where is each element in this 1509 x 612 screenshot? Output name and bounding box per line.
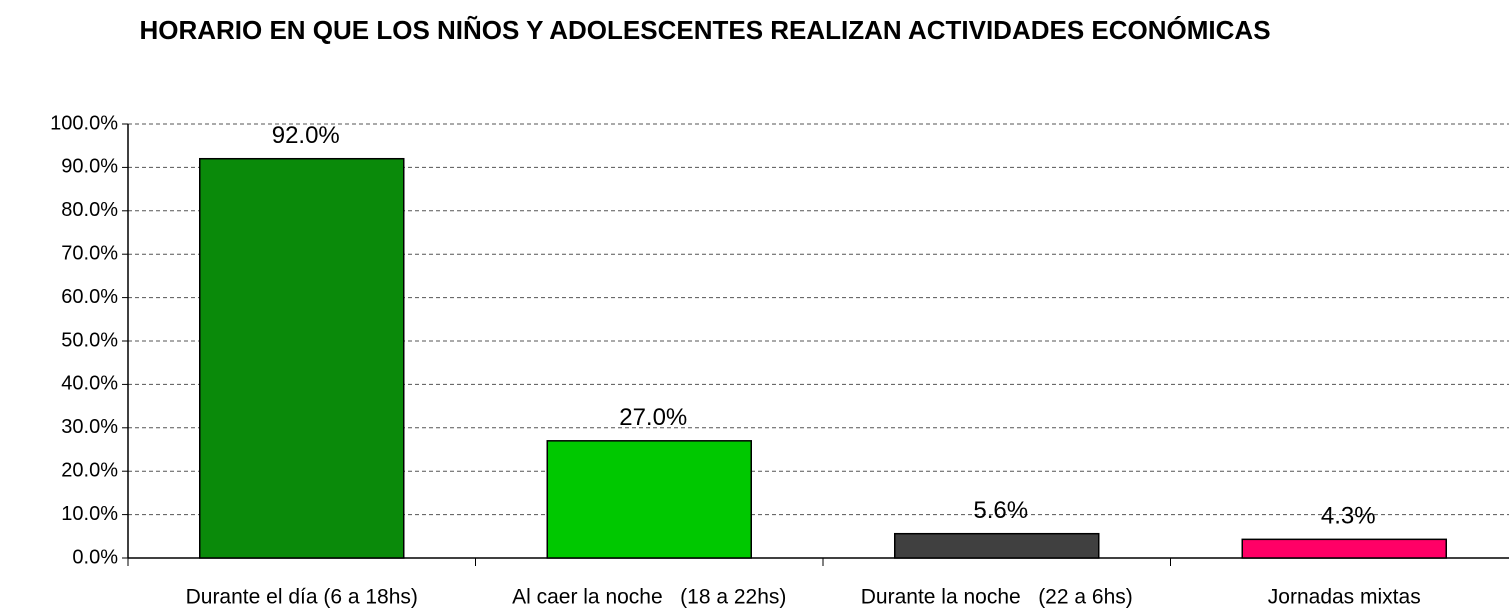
y-tick-label: 50.0% bbox=[61, 329, 118, 351]
y-tick-label: 0.0% bbox=[72, 546, 118, 568]
x-tick-label: Jornadas mixtas bbox=[1268, 586, 1421, 609]
value-label: 5.6% bbox=[973, 497, 1028, 524]
bar bbox=[546, 440, 752, 559]
y-tick-label: 60.0% bbox=[61, 286, 118, 308]
bar bbox=[199, 157, 405, 559]
x-tick-label: Al caer la noche (18 a 22hs) bbox=[512, 586, 786, 609]
y-tick-label: 100.0% bbox=[50, 112, 118, 134]
y-tick-label: 20.0% bbox=[61, 459, 118, 481]
value-label: 92.0% bbox=[272, 122, 340, 149]
value-label: 4.3% bbox=[1321, 503, 1376, 530]
y-tick-label: 80.0% bbox=[61, 199, 118, 221]
bar bbox=[1241, 538, 1447, 559]
bar bbox=[894, 532, 1100, 559]
y-tick-label: 30.0% bbox=[61, 416, 118, 438]
x-tick-label: Durante la noche (22 a 6hs) bbox=[861, 586, 1133, 609]
value-label: 27.0% bbox=[619, 404, 687, 431]
y-tick-label: 70.0% bbox=[61, 242, 118, 264]
y-tick-label: 40.0% bbox=[61, 373, 118, 395]
y-tick-label: 10.0% bbox=[61, 503, 118, 525]
y-tick-label: 90.0% bbox=[61, 156, 118, 178]
x-tick-label: Durante el día (6 a 18hs) bbox=[186, 586, 418, 609]
chart-title: HORARIO EN QUE LOS NIÑOS Y ADOLESCENTES … bbox=[139, 15, 1271, 45]
